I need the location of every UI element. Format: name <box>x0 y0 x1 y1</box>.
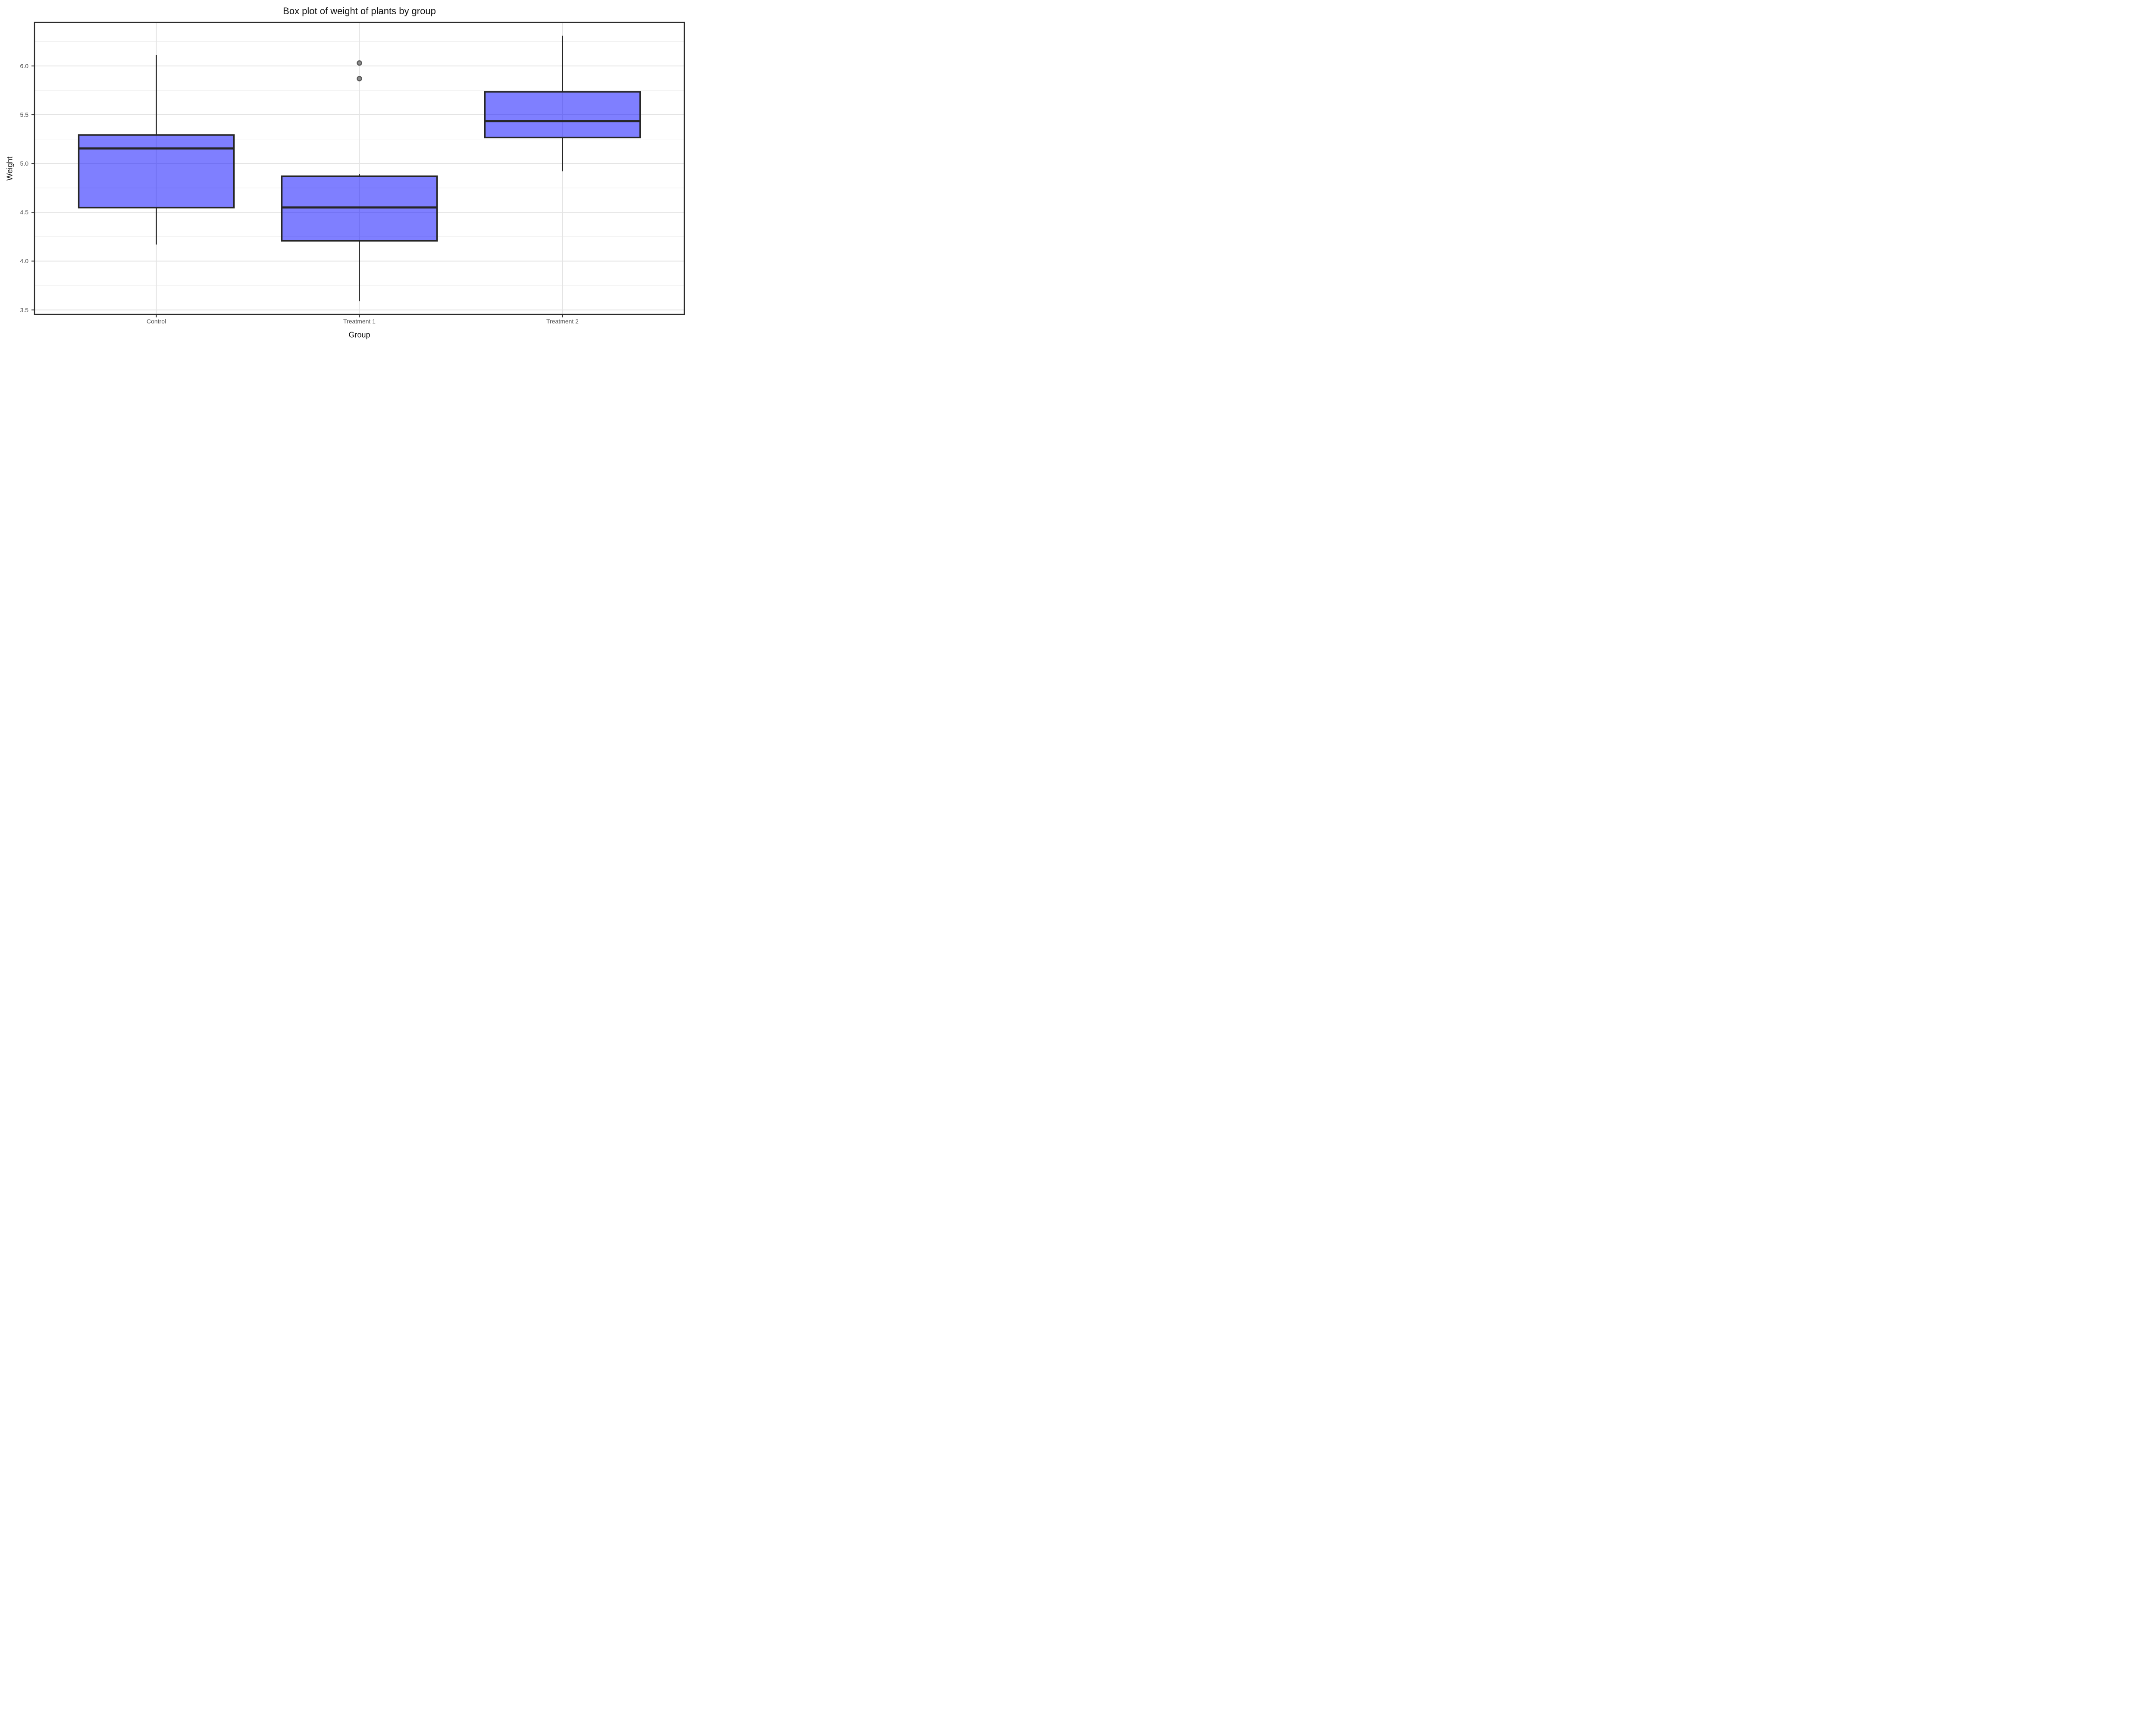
y-tick-label: 6.0 <box>20 62 28 69</box>
x-category-label: Treatment 2 <box>546 318 579 325</box>
x-category-label: Control <box>146 318 166 325</box>
box-iqr <box>281 175 438 242</box>
y-tick-label: 5.0 <box>20 160 28 167</box>
x-category-label: Treatment 1 <box>343 318 376 325</box>
y-tick-label: 3.5 <box>20 306 28 314</box>
x-axis-title: Group <box>348 330 370 339</box>
boxplot-figure: Box plot of weight of plants by group We… <box>0 0 690 345</box>
box-iqr <box>484 91 641 138</box>
boxplot-canvas <box>31 22 685 317</box>
y-tick-label: 4.5 <box>20 209 28 216</box>
y-axis-title: Weight <box>5 156 14 181</box>
panel-border <box>34 22 685 315</box>
outlier-point <box>357 60 362 66</box>
outlier-point <box>357 76 362 82</box>
y-tick-label: 4.0 <box>20 257 28 265</box>
chart-title: Box plot of weight of plants by group <box>283 6 436 16</box>
y-tick-label: 5.5 <box>20 111 28 119</box>
box-iqr <box>78 134 235 209</box>
